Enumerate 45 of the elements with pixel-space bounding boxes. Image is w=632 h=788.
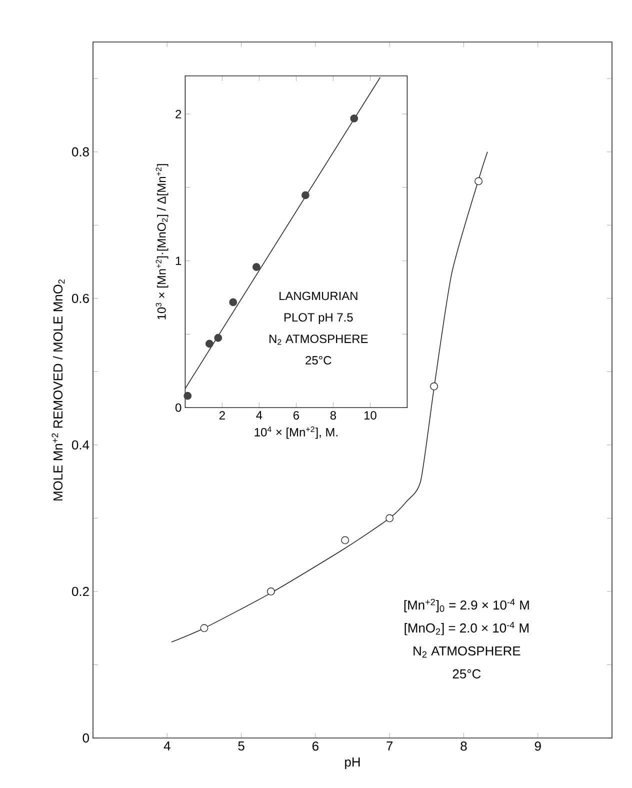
annotation: [MnO$_{2}$] = 2.0 × 10$^{-4}$ M [404,622,528,636]
x-axis-title: pH [345,758,360,770]
x-tick-label: 4 [164,742,170,750]
x-tick-label: 6 [293,411,300,420]
annotation: 25°C [306,356,332,364]
x-tick-label: 7 [386,742,393,750]
y-tick-label: 0.4 [72,440,90,450]
point [205,340,214,348]
x-tick-label: 8 [460,742,467,751]
annotation: N$_{2}$ ATMOSPHERE [414,646,520,658]
point [252,263,260,271]
point [266,588,275,596]
x-tick-label: 2 [219,411,225,420]
annotation: PLOT pH 7.5 [284,313,353,324]
y-tick-label: 0.8 [72,147,89,156]
point [229,298,238,306]
x-tick-label: 9 [534,742,541,751]
annotation: [Mn$^{+2}$]$_{0}$ = 2.9 × 10$^{-4}$ M [404,598,529,612]
line-series [171,152,488,642]
x-tick-label: 4 [256,411,262,420]
y-tick-label: 0.2 [72,586,89,596]
point [386,514,394,522]
point [341,536,350,544]
point [350,114,358,122]
point [214,334,222,342]
x-tick-label: 5 [238,742,244,751]
x-axis-title: 10$^{4}$ × [Mn$^{+2}$], M. [254,426,338,439]
annotation: N$_{2}$ ATMOSPHERE [270,334,368,345]
y-tick-label: 0.6 [72,294,89,304]
annotation: 25°C [452,669,481,678]
point [430,382,438,390]
y-tick-label: 2 [176,110,182,118]
x-tick-label: 10 [364,411,376,420]
text: 10$^{3}$ × [Mn$^{+2}$]·[MnO$_{2}$] / Δ[Mn$^{+2}$] [156,164,168,320]
y-tick-label: 0 [176,403,182,412]
point [184,392,192,400]
point [200,624,208,632]
annotation: LANGMURIAN [280,292,358,300]
x-tick-label: 8 [330,411,336,420]
y-tick-label: 0 [82,733,89,743]
x-tick-label: 6 [312,742,318,751]
y-tick-label: 1 [176,256,182,265]
point [474,177,482,186]
point [302,191,310,200]
y-axis-title: MOLE Mn$^{+2}$ REMOVED / MOLE MnO$_{2}$ [52,280,65,500]
